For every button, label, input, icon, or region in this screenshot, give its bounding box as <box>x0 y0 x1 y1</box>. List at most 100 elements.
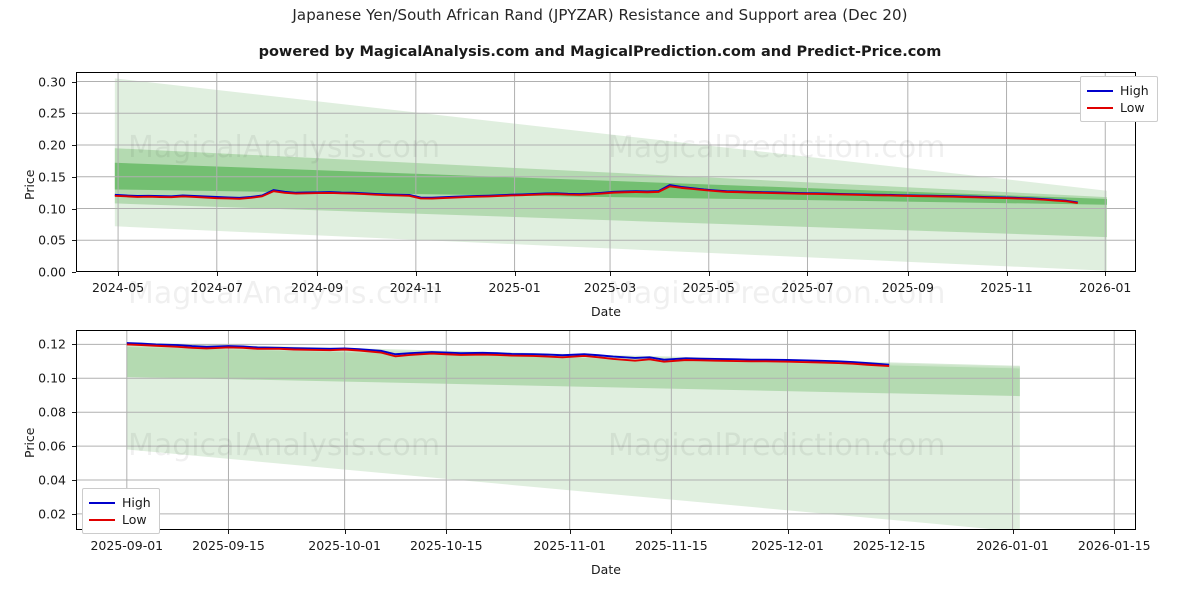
overview-x-tick-label: 2024-11 <box>389 280 442 295</box>
overview-x-axis-label: Date <box>591 304 621 319</box>
overview-x-tick-mark <box>415 272 417 276</box>
overview-x-tick-mark <box>1105 272 1107 276</box>
detail-y-tick-label: 0.10 <box>38 370 66 386</box>
detail-x-tick-mark <box>1114 530 1116 534</box>
detail-y-tick-mark <box>72 412 76 414</box>
overview-x-tick-label: 2024-05 <box>91 280 145 295</box>
detail-x-tick-label: 2025-11-01 <box>533 538 607 553</box>
overview-y-tick-mark <box>72 81 76 83</box>
detail-y-tick-mark <box>72 513 76 515</box>
detail-y-tick-label: 0.02 <box>38 506 66 522</box>
overview-x-tick-mark <box>907 272 909 276</box>
detail-x-tick-label: 2026-01-01 <box>976 538 1049 553</box>
overview-x-tick-label: 2025-07 <box>781 280 834 295</box>
overview-y-tick-label: 0.20 <box>38 137 66 153</box>
detail-x-tick-mark <box>344 530 346 534</box>
overview-x-tick-label: 2025-11 <box>980 280 1033 295</box>
detail-x-tick-label: 2025-09-15 <box>192 538 265 553</box>
overview-y-tick-mark <box>72 272 76 273</box>
overview-y-tick-mark <box>72 113 76 115</box>
legend-swatch-low-icon <box>1087 106 1113 109</box>
detail-x-tick-mark <box>787 530 789 534</box>
detail-legend: High Low <box>82 488 160 534</box>
overview-plot-frame <box>76 72 1136 272</box>
detail-x-tick-label: 2025-09-01 <box>90 538 164 553</box>
overview-series-low <box>114 185 1078 204</box>
detail-x-tick-label: 2025-11-15 <box>635 538 708 553</box>
detail-chart-panel <box>76 330 1136 530</box>
overview-svg <box>76 72 1136 272</box>
detail-svg <box>76 330 1136 530</box>
detail-y-tick-mark <box>72 378 76 380</box>
overview-x-tick-mark <box>807 272 809 276</box>
overview-y-tick-label: 0.30 <box>38 74 66 90</box>
detail-x-tick-mark <box>446 530 448 534</box>
detail-series-low <box>126 343 890 368</box>
overview-y-tick-label: 0.15 <box>38 169 66 185</box>
overview-x-tick-label: 2025-03 <box>583 280 637 295</box>
detail-x-axis-label: Date <box>591 562 621 577</box>
overview-y-tick-mark <box>72 176 76 178</box>
overview-y-tick-label: 0.10 <box>38 201 66 216</box>
detail-plot-frame <box>76 330 1136 530</box>
overview-y-tick-label: 0.05 <box>38 232 66 248</box>
legend-entry-high: High <box>89 494 151 511</box>
legend-swatch-low-icon <box>89 518 115 521</box>
overview-y-tick-mark <box>72 145 76 147</box>
legend-swatch-high-icon <box>1087 89 1113 92</box>
detail-band-outer <box>126 345 1020 530</box>
overview-x-tick-label: 2025-01 <box>488 280 541 295</box>
detail-y-tick-label: 0.08 <box>38 404 66 420</box>
legend-entry-low: Low <box>1087 99 1149 116</box>
detail-series-high <box>126 342 890 366</box>
detail-x-tick-mark <box>889 530 891 534</box>
detail-x-tick-label: 2025-10-15 <box>409 538 483 553</box>
legend-entry-high: High <box>1087 82 1149 99</box>
legend-label-high: High <box>122 495 151 510</box>
overview-y-tick-mark <box>72 240 76 242</box>
detail-x-tick-mark <box>569 530 571 534</box>
overview-x-tick-mark <box>118 272 120 276</box>
detail-x-tick-label: 2025-12-01 <box>751 538 824 553</box>
detail-x-tick-mark <box>228 530 230 534</box>
overview-x-tick-label: 2025-09 <box>881 280 934 295</box>
detail-x-tick-label: 2025-10-01 <box>308 538 381 553</box>
overview-x-tick-mark <box>317 272 319 276</box>
page-title: Japanese Yen/South African Rand (JPYZAR)… <box>292 6 908 24</box>
detail-y-tick-mark <box>72 446 76 448</box>
detail-y-tick-label: 0.06 <box>38 438 66 454</box>
overview-x-tick-mark <box>708 272 710 276</box>
overview-y-tick-label: 0.25 <box>38 105 66 121</box>
detail-y-tick-label: 0.04 <box>38 472 66 488</box>
page-subtitle: powered by MagicalAnalysis.com and Magic… <box>258 44 942 60</box>
overview-y-tick-mark <box>72 208 76 210</box>
legend-label-low: Low <box>122 512 147 527</box>
overview-x-tick-mark <box>216 272 218 276</box>
overview-x-tick-mark <box>514 272 516 276</box>
overview-x-tick-label: 2026-01 <box>1079 280 1132 295</box>
overview-y-axis-label: Price <box>22 169 37 201</box>
detail-y-tick-label: 0.12 <box>38 336 66 352</box>
overview-plot-area <box>76 72 1136 272</box>
overview-x-tick-label: 2025-05 <box>682 280 735 295</box>
overview-x-tick-mark <box>610 272 612 276</box>
legend-label-high: High <box>1120 83 1149 98</box>
overview-x-tick-label: 2024-07 <box>190 280 243 295</box>
overview-x-tick-label: 2024-09 <box>291 280 344 295</box>
legend-entry-low: Low <box>89 511 151 528</box>
legend-label-low: Low <box>1120 100 1145 115</box>
detail-plot-area <box>76 330 1136 530</box>
detail-x-tick-label: 2025-12-15 <box>852 538 926 553</box>
detail-y-tick-mark <box>72 480 76 481</box>
overview-x-tick-mark <box>1006 272 1008 276</box>
detail-x-tick-mark <box>1012 530 1014 534</box>
legend-swatch-high-icon <box>89 501 115 504</box>
detail-band-mid <box>126 344 1020 397</box>
detail-x-tick-label: 2026-01-15 <box>1077 538 1151 553</box>
detail-y-tick-mark <box>72 344 76 346</box>
overview-legend: High Low <box>1080 76 1158 122</box>
overview-chart-panel <box>76 72 1136 272</box>
detail-x-tick-mark <box>671 530 673 534</box>
overview-y-tick-label: 0.00 <box>38 264 66 280</box>
